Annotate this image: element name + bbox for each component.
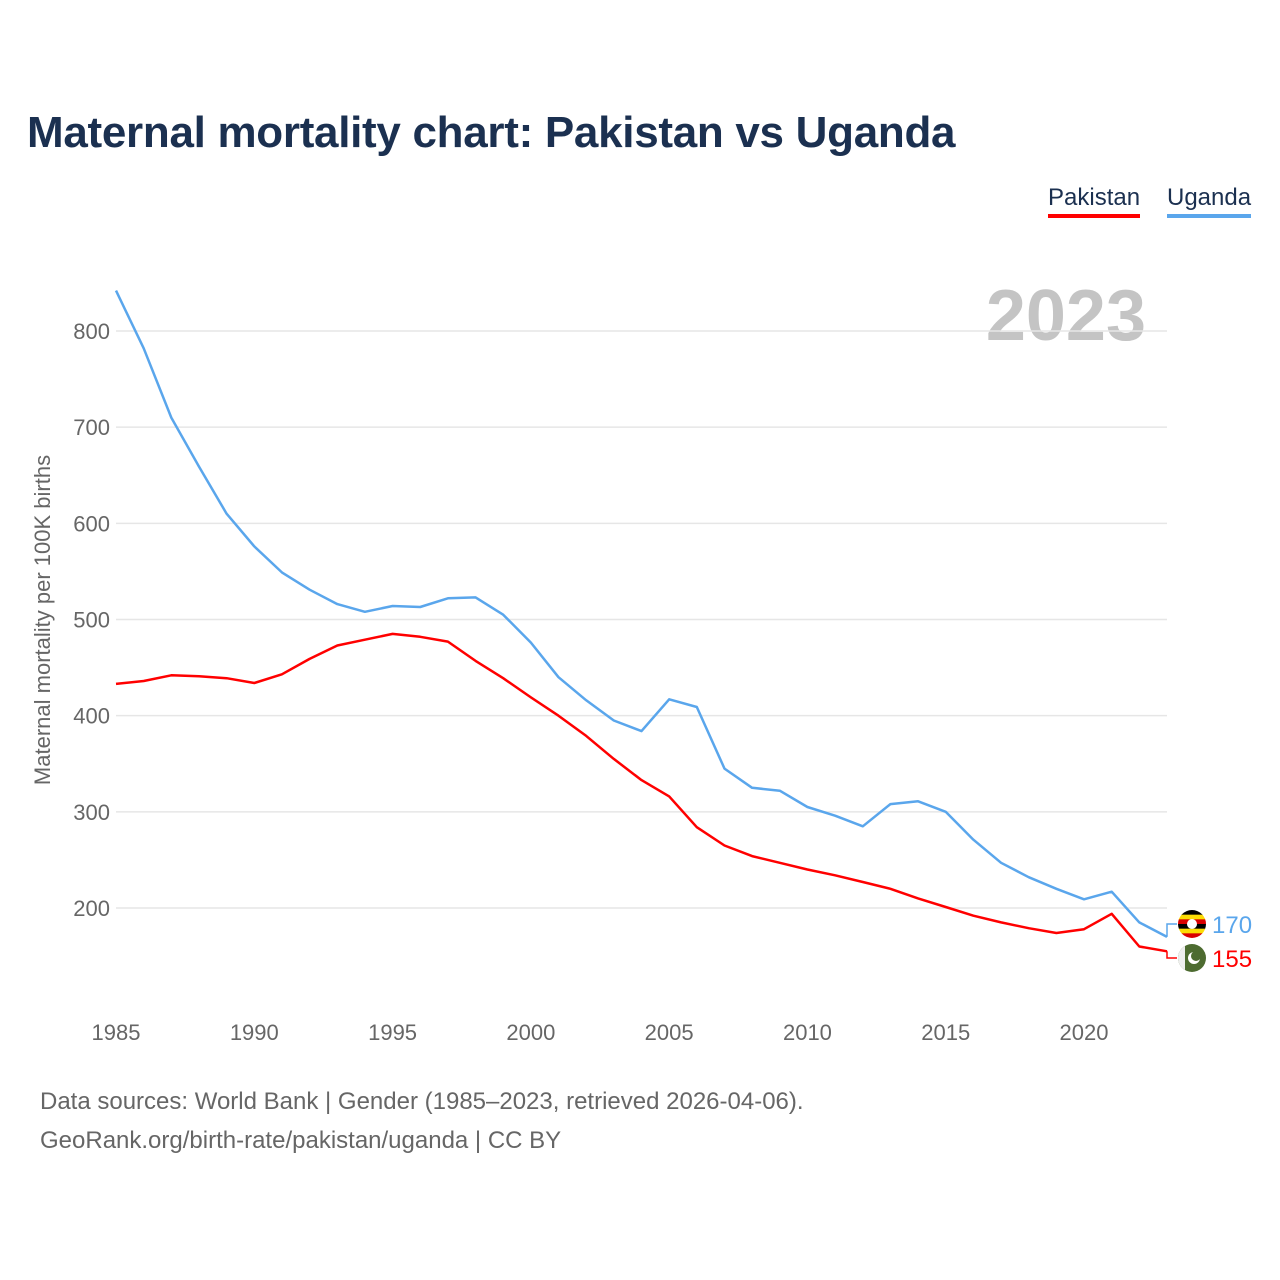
footer-credit[interactable]: GeoRank.org/birth-rate/pakistan/uganda |… (40, 1127, 562, 1154)
end-label-connector (1166, 951, 1177, 959)
y-tick-label: 400 (73, 704, 110, 729)
x-tick-label: 2015 (921, 1020, 970, 1045)
y-tick-label: 300 (73, 800, 110, 825)
pakistan-flag-icon (1178, 944, 1206, 972)
y-axis-label: Maternal mortality per 100K births (30, 455, 55, 785)
y-tick-label: 600 (73, 511, 110, 536)
series-line-uganda (114, 290, 1168, 939)
chart-title: Maternal mortality chart: Pakistan vs Ug… (27, 108, 956, 157)
legend-uganda[interactable]: Uganda (1167, 184, 1252, 218)
end-label-connector (1166, 923, 1177, 937)
x-tick-label: 1995 (368, 1020, 417, 1045)
legend-pakistan[interactable]: Pakistan (1048, 184, 1141, 218)
y-tick-label: 500 (73, 608, 110, 633)
footer-source: Data sources: World Bank | Gender (1985–… (40, 1088, 804, 1115)
year-watermark: 2023 (986, 276, 1146, 356)
x-tick-label: 2005 (645, 1020, 694, 1045)
x-tick-label: 2020 (1060, 1020, 1109, 1045)
end-value-label-uganda: 170 (1212, 912, 1252, 939)
y-tick-label: 700 (73, 415, 110, 440)
y-tick-label: 200 (73, 896, 110, 921)
uganda-flag-icon (1178, 910, 1206, 938)
x-tick-label: 1990 (230, 1020, 279, 1045)
x-tick-label: 2010 (783, 1020, 832, 1045)
y-tick-label: 800 (73, 319, 110, 344)
x-tick-label: 1985 (92, 1020, 141, 1045)
x-tick-label: 2000 (506, 1020, 555, 1045)
series-line-pakistan (115, 632, 1168, 953)
end-value-label-pakistan: 155 (1212, 946, 1252, 973)
